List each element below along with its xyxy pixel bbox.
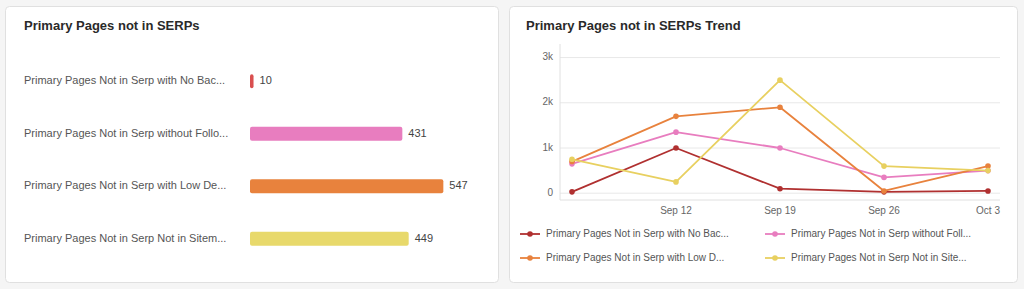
legend-marker xyxy=(772,255,778,261)
bar xyxy=(250,232,409,246)
point xyxy=(673,114,679,120)
y-tick-label: 0 xyxy=(547,187,553,198)
title: Primary Pages not in SERPs xyxy=(24,18,200,33)
point xyxy=(881,189,887,195)
category-label: Primary Pages Not in Serp with Low De... xyxy=(24,179,226,191)
legend-marker xyxy=(772,231,778,237)
x-axis-line xyxy=(560,200,1000,201)
y-axis-line xyxy=(560,44,561,200)
data-label: 449 xyxy=(415,232,433,244)
point xyxy=(673,129,679,135)
point xyxy=(985,168,991,174)
point xyxy=(569,189,575,195)
grid-line xyxy=(560,57,1000,58)
data-label: 547 xyxy=(449,179,467,191)
bar xyxy=(250,127,402,141)
legend-label: Primary Pages Not in Serp with No Bac... xyxy=(546,228,729,239)
bar xyxy=(250,179,443,193)
grid-line xyxy=(560,102,1000,103)
legend-label: Primary Pages Not in Serp Not in Site... xyxy=(791,252,967,263)
legend-marker xyxy=(527,231,533,237)
legend: Primary Pages Not in Serp with No Bac...… xyxy=(520,228,971,263)
line xyxy=(572,132,988,177)
data-label: 431 xyxy=(408,127,426,139)
x-tick-label: Sep 12 xyxy=(660,205,692,216)
category-label: Primary Pages Not in Serp without Follo.… xyxy=(24,127,228,139)
point xyxy=(673,145,679,151)
chart-root: Primary Pages not in SERPs Primary Pages … xyxy=(0,0,1024,289)
data-label: 10 xyxy=(260,74,272,86)
point xyxy=(881,163,887,169)
line-panel: Primary Pages not in SERPs Trend 0 1k 2k 3k S… xyxy=(510,7,1018,283)
x-tick-label: Sep 19 xyxy=(764,205,796,216)
bars xyxy=(250,74,443,246)
point xyxy=(881,175,887,181)
point xyxy=(777,105,783,111)
y-tick-label: 2k xyxy=(542,96,554,107)
point xyxy=(777,145,783,151)
legend-label: Primary Pages Not in Serp without Foll..… xyxy=(791,228,971,239)
point xyxy=(777,77,783,83)
panel xyxy=(510,7,1018,283)
bar-panel: Primary Pages not in SERPs Primary Pages … xyxy=(6,7,499,283)
y-tick-label: 3k xyxy=(542,51,554,62)
title: Primary Pages not in SERPs Trend xyxy=(526,18,741,33)
legend-label: Primary Pages Not in Serp with Low D... xyxy=(546,252,724,263)
point xyxy=(985,188,991,194)
y-tick-label: 1k xyxy=(542,142,554,153)
category-label: Primary Pages Not in Serp with No Bac... xyxy=(24,74,225,86)
grid-line xyxy=(560,193,1000,194)
point xyxy=(569,157,575,163)
line xyxy=(572,148,988,192)
background xyxy=(0,0,1024,289)
point xyxy=(673,179,679,185)
category-label: Primary Pages Not in Serp Not in Sitem..… xyxy=(24,232,226,244)
x-tick-label: Sep 26 xyxy=(868,205,900,216)
point xyxy=(777,186,783,192)
line xyxy=(572,107,988,191)
bar xyxy=(250,74,254,88)
line xyxy=(572,80,988,182)
plot xyxy=(569,77,991,194)
legend-marker xyxy=(527,255,533,261)
point xyxy=(985,168,991,174)
point xyxy=(881,188,887,194)
panel xyxy=(6,7,499,283)
x-tick-label: Oct 3 xyxy=(976,205,1000,216)
